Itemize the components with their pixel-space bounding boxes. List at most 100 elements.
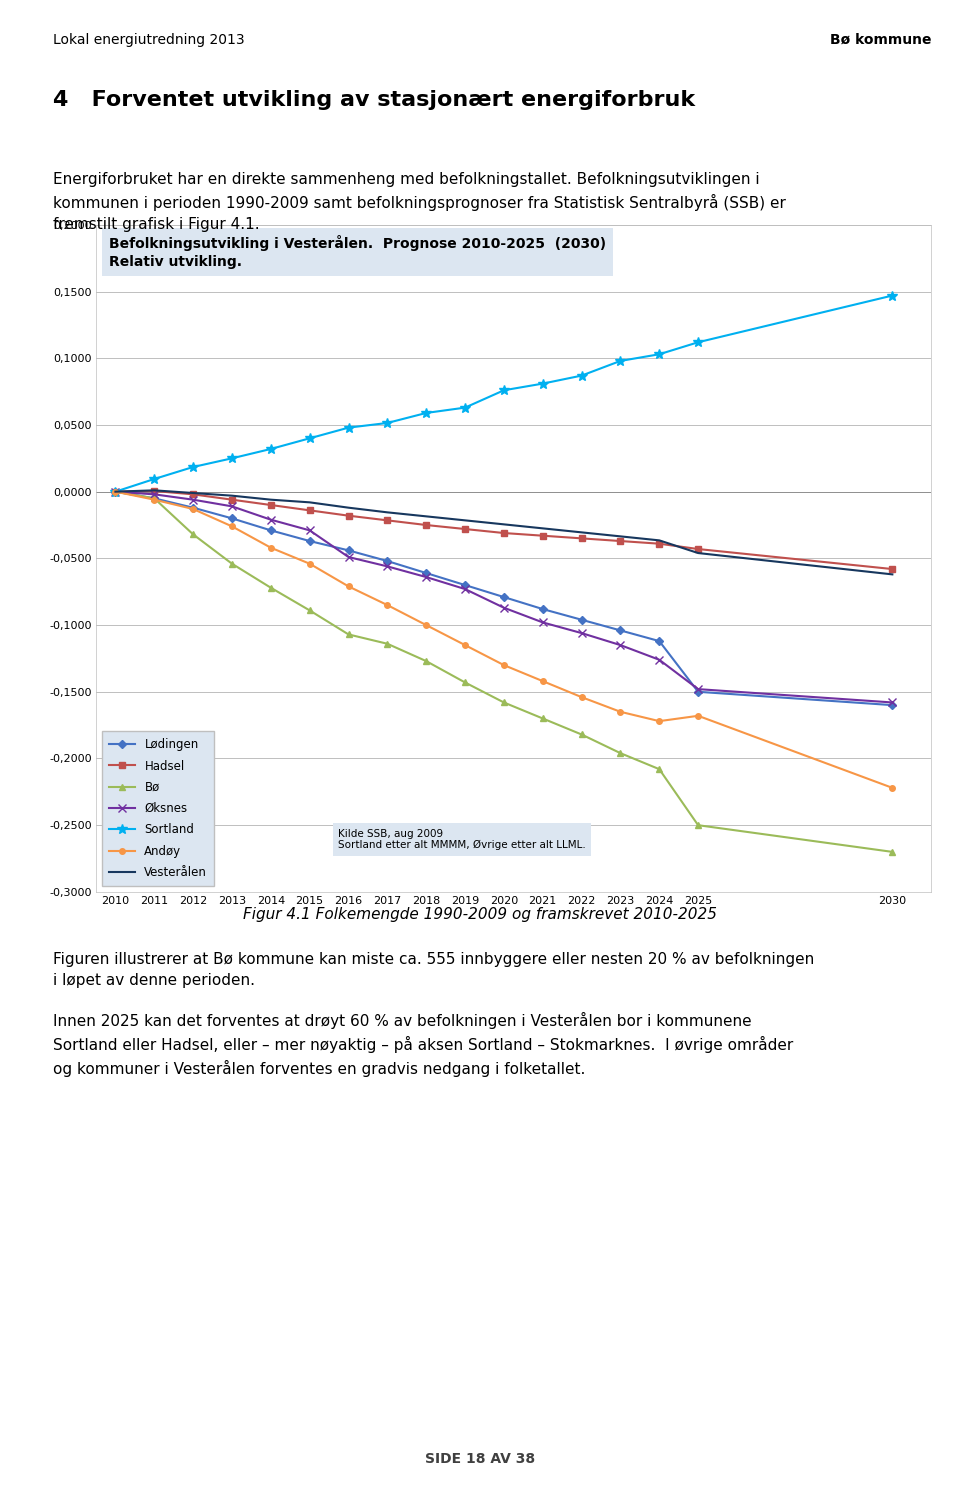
Hadsel bbox=[265, 496, 276, 514]
Hadsel bbox=[420, 516, 432, 534]
Hadsel bbox=[537, 526, 548, 544]
Hadsel bbox=[304, 501, 316, 519]
Text: SIDE 18 AV 38: SIDE 18 AV 38 bbox=[425, 1453, 535, 1466]
Text: Kilde SSB, aug 2009
Sortland etter alt MMMM, Øvrige etter alt LLML.: Kilde SSB, aug 2009 Sortland etter alt M… bbox=[338, 829, 586, 850]
Hadsel bbox=[149, 483, 160, 501]
Øksnes bbox=[187, 490, 199, 508]
Vesterålen bbox=[692, 544, 704, 562]
Andøy bbox=[343, 577, 354, 595]
Hadsel bbox=[227, 490, 238, 508]
Text: Figuren illustrerer at Bø kommune kan miste ca. 555 innbyggere eller nesten 20 %: Figuren illustrerer at Bø kommune kan mi… bbox=[53, 952, 814, 988]
Øksnes bbox=[420, 568, 432, 586]
Andøy bbox=[537, 672, 548, 690]
Andøy bbox=[459, 636, 470, 654]
Vesterålen bbox=[109, 483, 121, 501]
Vesterålen bbox=[614, 528, 626, 546]
Sortland bbox=[304, 429, 316, 447]
Andøy bbox=[149, 490, 160, 508]
Line: Andøy: Andøy bbox=[112, 489, 895, 790]
Legend: Lødingen, Hadsel, Bø, Øksnes, Sortland, Andøy, Vesterålen: Lødingen, Hadsel, Bø, Øksnes, Sortland, … bbox=[102, 732, 214, 886]
Hadsel bbox=[576, 529, 588, 547]
Vesterålen bbox=[459, 511, 470, 529]
Øksnes bbox=[109, 483, 121, 501]
Lødingen bbox=[304, 532, 316, 550]
Andøy bbox=[692, 708, 704, 726]
Bø bbox=[614, 744, 626, 761]
Sortland bbox=[887, 286, 899, 304]
Andøy bbox=[227, 517, 238, 535]
Lødingen bbox=[498, 588, 510, 606]
Andøy bbox=[654, 712, 665, 730]
Bø bbox=[265, 579, 276, 597]
Andøy bbox=[420, 616, 432, 634]
Vesterålen bbox=[149, 481, 160, 499]
Lødingen bbox=[692, 684, 704, 702]
Vesterålen bbox=[537, 519, 548, 537]
Hadsel bbox=[887, 561, 899, 579]
Øksnes bbox=[614, 636, 626, 654]
Bø bbox=[459, 673, 470, 691]
Hadsel bbox=[109, 483, 121, 501]
Øksnes bbox=[887, 694, 899, 712]
Bø bbox=[381, 634, 393, 652]
Vesterålen bbox=[304, 493, 316, 511]
Sortland bbox=[576, 367, 588, 385]
Bø bbox=[304, 601, 316, 619]
Sortland bbox=[109, 483, 121, 501]
Bø bbox=[537, 709, 548, 727]
Lødingen bbox=[149, 489, 160, 507]
Text: Lokal energiutredning 2013: Lokal energiutredning 2013 bbox=[53, 33, 245, 46]
Andøy bbox=[265, 538, 276, 556]
Andøy bbox=[304, 555, 316, 573]
Hadsel bbox=[692, 540, 704, 558]
Øksnes bbox=[381, 558, 393, 576]
Vesterålen bbox=[576, 523, 588, 541]
Andøy bbox=[498, 657, 510, 675]
Line: Lødingen: Lødingen bbox=[112, 489, 895, 708]
Line: Vesterålen: Vesterålen bbox=[115, 490, 893, 574]
Vesterålen bbox=[227, 487, 238, 505]
Sortland bbox=[187, 459, 199, 477]
Text: Energiforbruket har en direkte sammenheng med befolkningstallet. Befolkningsutvi: Energiforbruket har en direkte sammenhen… bbox=[53, 172, 785, 232]
Øksnes bbox=[576, 624, 588, 642]
Andøy bbox=[109, 483, 121, 501]
Text: Figur 4.1 Folkemengde 1990-2009 og framskrevet 2010-2025: Figur 4.1 Folkemengde 1990-2009 og frams… bbox=[243, 907, 717, 922]
Lødingen bbox=[614, 622, 626, 640]
Bø bbox=[498, 694, 510, 712]
Sortland bbox=[265, 441, 276, 459]
Bø bbox=[420, 652, 432, 670]
Vesterålen bbox=[887, 565, 899, 583]
Sortland bbox=[692, 333, 704, 351]
Hadsel bbox=[381, 511, 393, 529]
Sortland bbox=[498, 381, 510, 399]
Øksnes bbox=[227, 498, 238, 516]
Hadsel bbox=[459, 520, 470, 538]
Text: 4   Forventet utvikling av stasjonært energiforbruk: 4 Forventet utvikling av stasjonært ener… bbox=[53, 90, 695, 109]
Hadsel bbox=[654, 535, 665, 553]
Bø bbox=[227, 555, 238, 573]
Lødingen bbox=[420, 564, 432, 582]
Lødingen bbox=[343, 541, 354, 559]
Øksnes bbox=[654, 651, 665, 669]
Line: Bø: Bø bbox=[112, 489, 896, 856]
Bø bbox=[149, 489, 160, 507]
Sortland bbox=[537, 375, 548, 393]
Andøy bbox=[187, 501, 199, 519]
Bø bbox=[654, 760, 665, 778]
Sortland bbox=[343, 418, 354, 436]
Øksnes bbox=[343, 549, 354, 567]
Lødingen bbox=[459, 576, 470, 594]
Bø bbox=[343, 625, 354, 643]
Sortland bbox=[227, 450, 238, 468]
Sortland bbox=[420, 403, 432, 421]
Vesterålen bbox=[420, 507, 432, 525]
Bø bbox=[887, 842, 899, 860]
Vesterålen bbox=[187, 484, 199, 502]
Sortland bbox=[614, 352, 626, 370]
Text: Innen 2025 kan det forventes at drøyt 60 % av befolkningen i Vesterålen bor i ko: Innen 2025 kan det forventes at drøyt 60… bbox=[53, 1012, 793, 1076]
Sortland bbox=[381, 414, 393, 432]
Andøy bbox=[614, 703, 626, 721]
Øksnes bbox=[692, 681, 704, 699]
Bø bbox=[109, 483, 121, 501]
Hadsel bbox=[498, 525, 510, 543]
